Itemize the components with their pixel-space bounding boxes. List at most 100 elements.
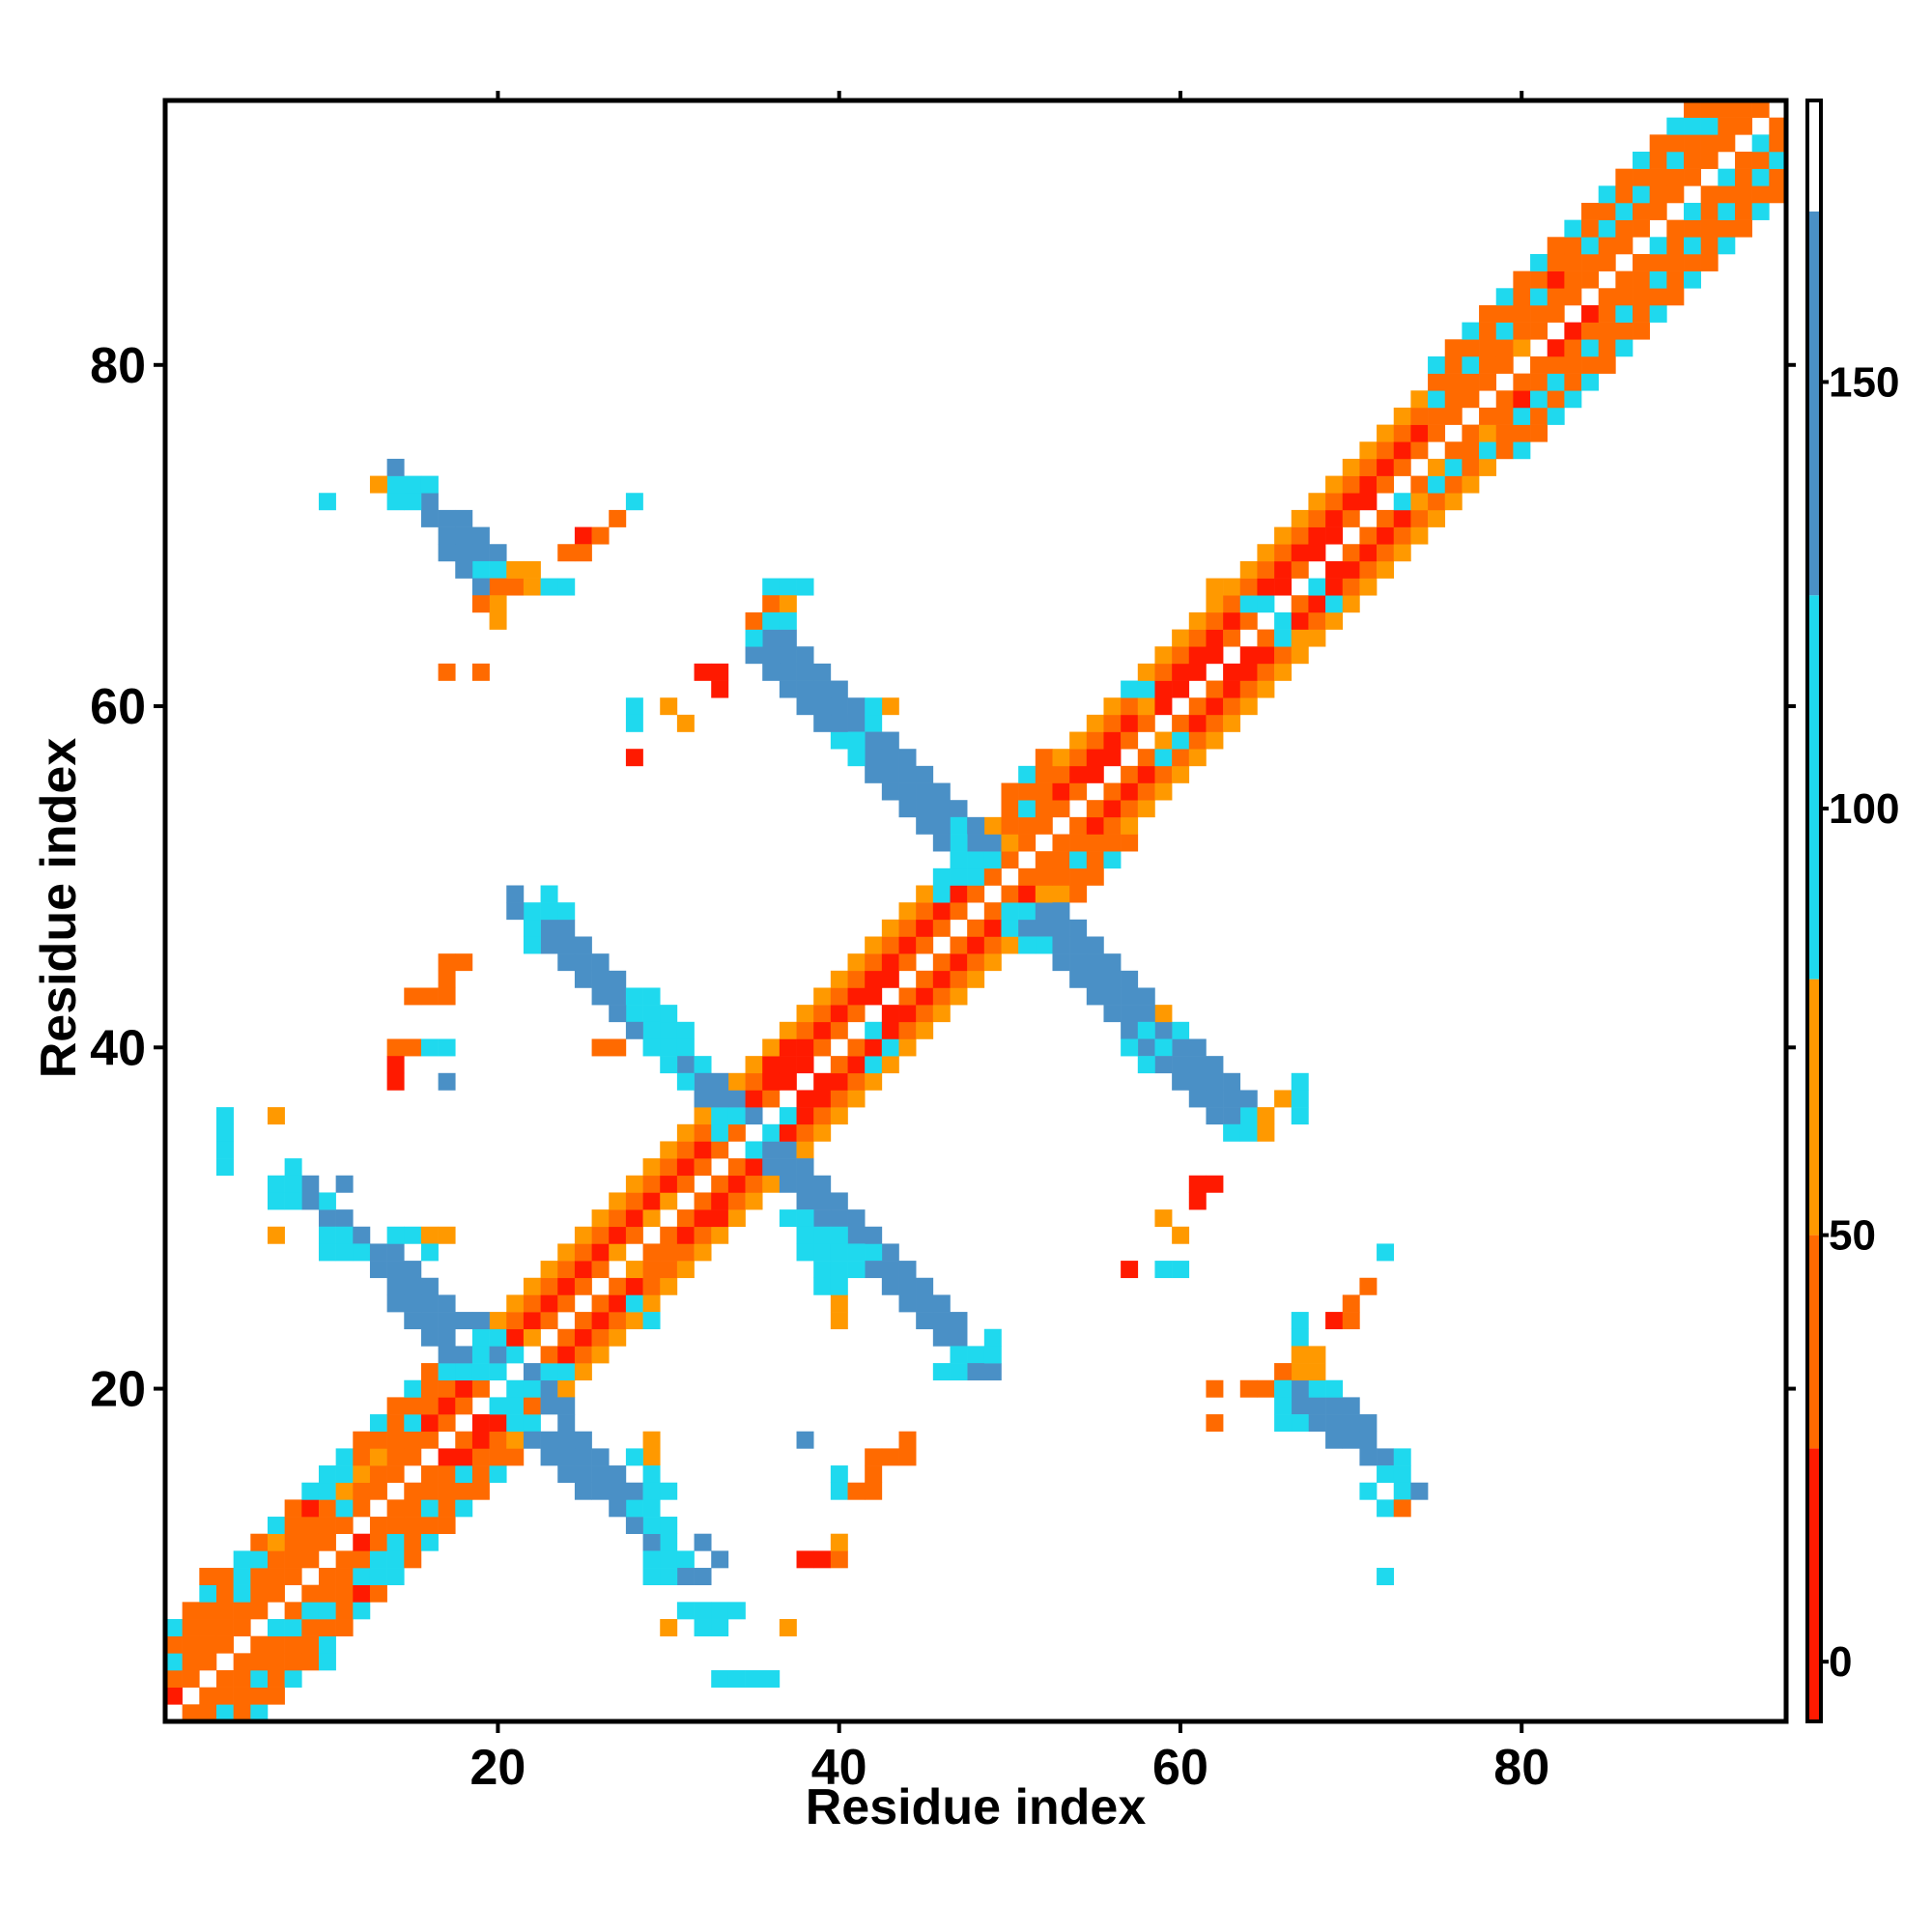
heatmap-cell [898, 919, 917, 937]
heatmap-cell [215, 1687, 234, 1705]
heatmap-cell [1103, 714, 1122, 732]
heatmap-cell [438, 1363, 456, 1381]
heatmap-cell [609, 1294, 627, 1313]
heatmap-cell [830, 1294, 848, 1313]
heatmap-cell [1172, 714, 1190, 732]
heatmap-cell [625, 1312, 643, 1330]
heatmap-cell [711, 1072, 729, 1091]
heatmap-cell [1052, 902, 1070, 921]
heatmap-cell [1223, 1090, 1241, 1108]
heatmap-cell [762, 646, 781, 665]
heatmap-cell [1377, 1243, 1395, 1262]
heatmap-cell [1410, 526, 1429, 545]
heatmap-cell [284, 1158, 302, 1177]
y-tick-label: 40 [90, 1020, 146, 1076]
heatmap-cell [1428, 390, 1446, 409]
heatmap-cell [916, 1312, 934, 1330]
heatmap-cell [865, 1021, 883, 1039]
heatmap-cell [455, 1312, 473, 1330]
heatmap-cell [1513, 322, 1531, 340]
heatmap-cell [318, 1635, 336, 1654]
heatmap-cell [1479, 407, 1497, 425]
heatmap-cell [865, 1072, 883, 1091]
heatmap-cell [1410, 390, 1429, 409]
heatmap-cell [1530, 253, 1548, 271]
heatmap-cell [199, 1704, 217, 1722]
heatmap-cell [233, 1619, 251, 1636]
heatmap-cell [199, 1568, 217, 1585]
heatmap-cell [1428, 475, 1446, 494]
heatmap-cell [335, 1465, 354, 1484]
heatmap-cell [813, 1550, 832, 1569]
heatmap-cell [455, 1397, 473, 1415]
heatmap-cell [1393, 544, 1411, 562]
heatmap-cell [540, 1379, 558, 1398]
heatmap-cell [574, 1346, 592, 1364]
heatmap-cell [1581, 237, 1599, 255]
heatmap-cell [1137, 680, 1155, 698]
heatmap-cell [404, 1397, 422, 1415]
heatmap-cell [301, 1533, 320, 1551]
heatmap-cell [625, 1175, 643, 1193]
heatmap-cell [745, 611, 763, 630]
heatmap-cell [1274, 629, 1293, 647]
heatmap-cell [215, 1141, 234, 1159]
heatmap-cell [591, 1226, 610, 1244]
heatmap-cell [1274, 544, 1293, 562]
heatmap-cell [813, 1038, 832, 1057]
heatmap-cell [727, 1192, 746, 1210]
heatmap-cell [1223, 663, 1241, 681]
heatmap-cell [625, 1226, 643, 1244]
heatmap-cell [1018, 902, 1037, 921]
heatmap-cell [625, 697, 643, 716]
heatmap-cell [1035, 867, 1053, 886]
heatmap-cell [609, 970, 627, 988]
heatmap-cell [420, 475, 439, 494]
heatmap-cell [1718, 237, 1736, 255]
heatmap-cell [745, 1090, 763, 1108]
heatmap-cell [591, 1346, 610, 1364]
heatmap-cell [847, 714, 866, 732]
heatmap-cell [1700, 134, 1719, 153]
heatmap-cell [1377, 458, 1395, 476]
heatmap-cell [642, 1209, 661, 1228]
heatmap-cell [471, 560, 490, 579]
heatmap-cell [865, 1261, 883, 1279]
heatmap-cell [1069, 749, 1088, 767]
heatmap-cell [506, 1379, 525, 1398]
heatmap-cell [318, 1499, 336, 1518]
heatmap-cell [642, 1431, 661, 1449]
colorbar-tick-label: 0 [1829, 1638, 1852, 1686]
heatmap-cell [591, 1465, 610, 1484]
heatmap-cell [540, 1448, 558, 1466]
heatmap-cell [335, 1550, 354, 1569]
heatmap-cell [950, 867, 968, 886]
heatmap-cell [369, 1517, 387, 1534]
heatmap-cell [1700, 117, 1719, 135]
heatmap-cell [1462, 441, 1480, 460]
heatmap-cell [898, 765, 917, 783]
heatmap-cell [1086, 987, 1104, 1006]
heatmap-cell [1684, 100, 1701, 118]
heatmap-cell [1086, 816, 1104, 835]
heatmap-cell [1069, 834, 1088, 852]
heatmap-cell [318, 1533, 336, 1551]
heatmap-cell [1206, 1107, 1224, 1125]
heatmap-cell [1052, 749, 1070, 767]
heatmap-cell [1018, 867, 1037, 886]
heatmap-cell [1769, 185, 1787, 204]
heatmap-cell [1137, 987, 1155, 1006]
heatmap-cell [369, 1448, 387, 1466]
heatmap-cell [830, 1209, 848, 1228]
heatmap-cell [779, 1072, 797, 1091]
heatmap-cell [1188, 611, 1207, 630]
heatmap-cell [865, 1038, 883, 1057]
heatmap-cell [318, 1517, 336, 1534]
heatmap-cell [950, 851, 968, 869]
colorbar-tick-label: 50 [1829, 1212, 1876, 1260]
heatmap-cell [983, 1346, 1002, 1364]
heatmap-cell [1052, 867, 1070, 886]
heatmap-cell [1308, 493, 1326, 511]
heatmap-cell [471, 526, 490, 545]
heatmap-cell [182, 1635, 200, 1654]
